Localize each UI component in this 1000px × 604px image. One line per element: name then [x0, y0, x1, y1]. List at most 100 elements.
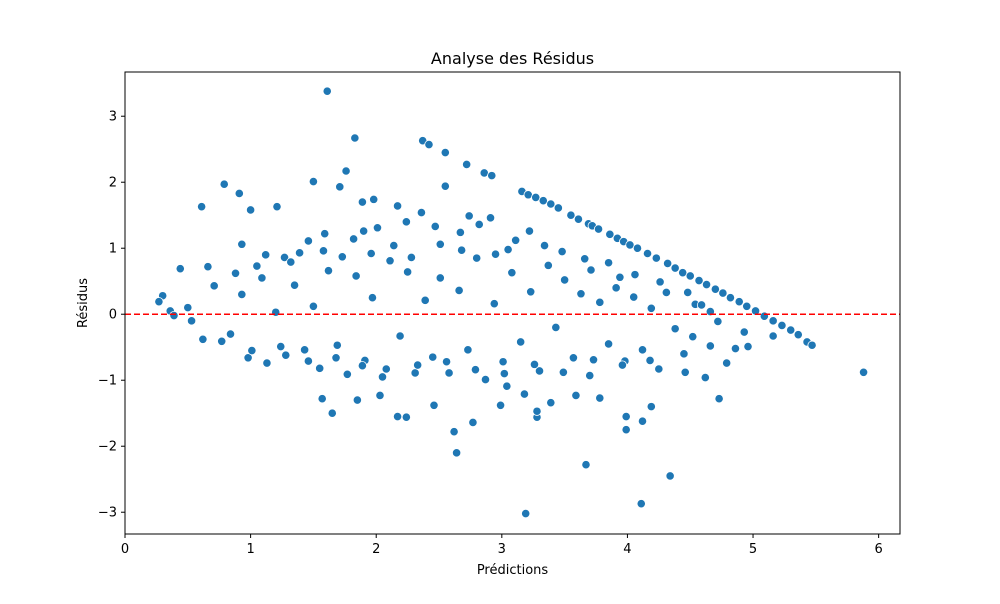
x-tick-label: 4: [623, 542, 631, 557]
y-tick-label: 0: [109, 308, 117, 323]
data-point: [694, 275, 704, 286]
data-point: [566, 210, 576, 220]
data-point: [571, 390, 581, 400]
data-point: [705, 341, 715, 351]
data-point: [605, 229, 615, 239]
data-point: [516, 337, 526, 347]
data-point: [637, 345, 648, 355]
data-point: [701, 279, 712, 290]
data-point: [389, 240, 399, 251]
data-point: [420, 295, 430, 305]
data-point: [498, 357, 508, 367]
data-point: [464, 211, 474, 221]
data-point: [543, 260, 553, 270]
data-point: [247, 345, 257, 356]
data-point: [696, 300, 707, 310]
data-point: [630, 270, 640, 280]
data-point: [289, 280, 300, 290]
y-axis-label: Résidus: [76, 278, 91, 328]
data-point: [350, 133, 360, 143]
data-point: [303, 236, 313, 246]
data-point: [617, 360, 628, 370]
data-point: [315, 363, 325, 373]
data-point: [521, 508, 531, 519]
data-point: [403, 267, 413, 277]
data-point: [217, 336, 227, 346]
data-point: [714, 394, 724, 404]
x-axis-label: Prédictions: [477, 563, 549, 578]
data-point: [742, 301, 752, 311]
y-tick-label: −3: [98, 506, 117, 521]
x-tick-label: 1: [246, 542, 254, 557]
y-tick-label: 3: [109, 110, 117, 125]
data-point: [322, 86, 332, 96]
data-point: [495, 400, 506, 410]
data-point: [595, 393, 605, 403]
x-axis-ticks: 0 1 2 3 4 5 6: [121, 534, 883, 557]
data-point: [688, 332, 698, 342]
data-point: [279, 252, 290, 263]
data-point: [685, 271, 695, 281]
data-point: [367, 293, 378, 303]
data-point: [300, 345, 310, 355]
data-point: [276, 341, 286, 352]
data-point: [636, 499, 646, 509]
data-point: [588, 355, 599, 365]
data-point: [538, 196, 548, 206]
data-point: [678, 268, 688, 278]
data-point: [441, 357, 452, 367]
data-point: [546, 398, 556, 408]
plot-frame: [124, 71, 901, 535]
data-point: [645, 355, 655, 366]
data-point: [683, 287, 693, 298]
y-axis-ticks: −3 −2 −1 0 1 2 3: [98, 110, 125, 521]
data-point: [710, 284, 720, 294]
data-point: [560, 275, 570, 285]
data-point: [410, 368, 420, 378]
data-point: [357, 361, 367, 371]
data-point: [529, 359, 540, 369]
data-point: [646, 303, 656, 313]
data-point: [793, 330, 803, 340]
data-point: [349, 234, 359, 244]
data-point: [615, 272, 625, 282]
data-point: [580, 254, 590, 264]
data-point: [430, 221, 440, 232]
data-point: [485, 213, 496, 223]
data-point: [568, 353, 579, 363]
data-point: [642, 248, 653, 259]
data-point: [401, 217, 411, 227]
data-point: [449, 427, 459, 437]
data-point: [352, 395, 362, 405]
data-point: [474, 219, 484, 230]
data-point: [531, 192, 541, 202]
data-point: [308, 176, 319, 187]
data-point: [271, 307, 281, 317]
data-point: [759, 311, 769, 321]
data-point: [331, 353, 341, 363]
data-point: [429, 400, 439, 410]
data-point: [593, 224, 604, 234]
x-tick-label: 2: [372, 542, 380, 557]
data-point: [323, 266, 334, 276]
data-point: [381, 364, 391, 374]
data-point: [219, 179, 229, 189]
data-point: [750, 306, 761, 316]
data-point: [243, 353, 253, 363]
data-point: [665, 471, 675, 481]
data-point: [463, 345, 473, 355]
data-point: [435, 273, 445, 283]
data-point: [351, 271, 361, 281]
data-point: [186, 316, 197, 326]
data-point: [462, 159, 472, 169]
y-tick-label: −2: [98, 440, 117, 455]
data-point: [406, 252, 416, 263]
data-point: [357, 197, 367, 207]
data-point: [246, 205, 256, 215]
data-point: [670, 263, 680, 273]
data-point: [503, 244, 513, 255]
data-point: [581, 460, 591, 470]
data-point: [444, 368, 454, 378]
data-point: [603, 339, 614, 349]
